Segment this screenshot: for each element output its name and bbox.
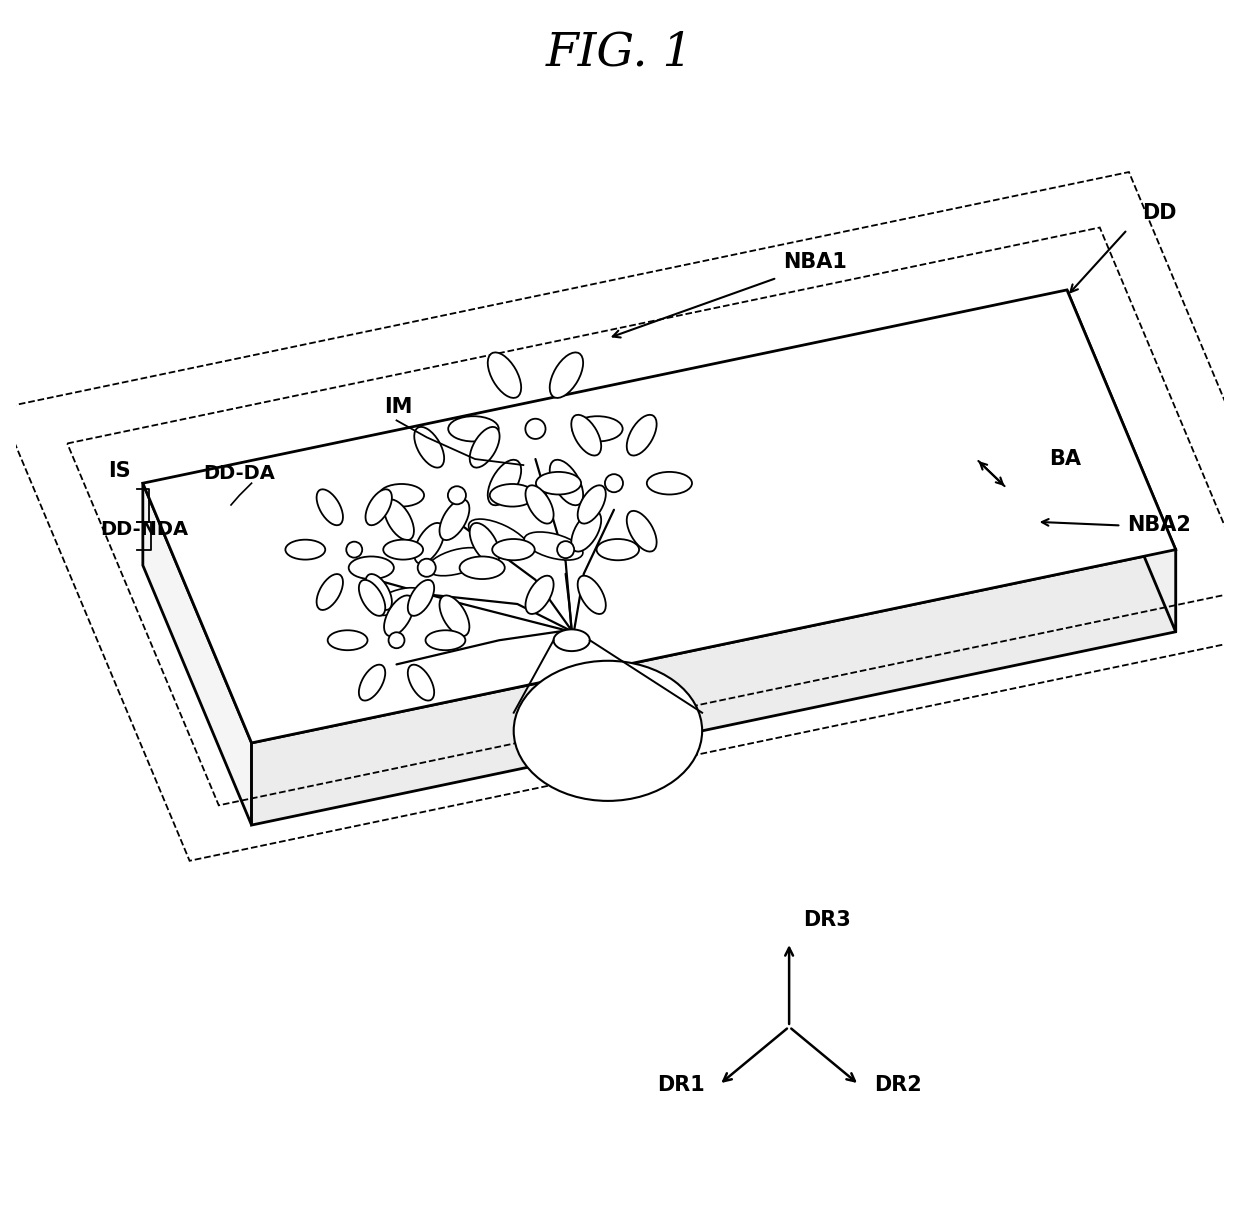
Polygon shape <box>1066 290 1176 632</box>
Circle shape <box>418 559 435 576</box>
Ellipse shape <box>384 596 414 637</box>
Circle shape <box>388 632 404 649</box>
Text: DD-NDA: DD-NDA <box>100 519 188 539</box>
Ellipse shape <box>428 547 486 576</box>
Ellipse shape <box>525 532 583 561</box>
Ellipse shape <box>572 511 601 552</box>
Ellipse shape <box>526 576 553 614</box>
Ellipse shape <box>626 511 657 552</box>
Text: DR3: DR3 <box>804 910 852 930</box>
Ellipse shape <box>492 539 534 561</box>
Circle shape <box>448 487 466 504</box>
Ellipse shape <box>383 540 423 559</box>
Ellipse shape <box>316 489 343 525</box>
Ellipse shape <box>414 426 444 467</box>
Ellipse shape <box>647 472 692 494</box>
Text: IS: IS <box>108 461 130 481</box>
Ellipse shape <box>358 580 386 616</box>
Ellipse shape <box>408 580 434 616</box>
Ellipse shape <box>470 523 500 564</box>
Ellipse shape <box>549 353 583 397</box>
Text: DD: DD <box>1142 203 1177 223</box>
Text: DR1: DR1 <box>657 1075 704 1094</box>
Ellipse shape <box>549 460 583 505</box>
Text: FIG. 1: FIG. 1 <box>546 30 694 75</box>
Ellipse shape <box>384 499 414 540</box>
Text: BA: BA <box>1049 449 1081 469</box>
Ellipse shape <box>596 539 639 561</box>
Ellipse shape <box>513 661 702 801</box>
Ellipse shape <box>487 353 521 397</box>
Ellipse shape <box>285 540 325 559</box>
Ellipse shape <box>490 484 534 506</box>
Circle shape <box>605 475 622 492</box>
Text: DR2: DR2 <box>874 1075 921 1094</box>
Ellipse shape <box>366 574 392 610</box>
Circle shape <box>557 541 574 558</box>
Ellipse shape <box>572 417 622 441</box>
Ellipse shape <box>470 426 500 467</box>
Ellipse shape <box>348 557 394 579</box>
Ellipse shape <box>408 664 434 701</box>
Polygon shape <box>143 290 1176 743</box>
Polygon shape <box>252 550 1176 825</box>
Ellipse shape <box>327 631 367 650</box>
Polygon shape <box>143 483 252 825</box>
Ellipse shape <box>469 519 529 556</box>
Ellipse shape <box>366 489 392 525</box>
Ellipse shape <box>439 596 470 637</box>
Ellipse shape <box>371 588 423 615</box>
Ellipse shape <box>553 629 590 651</box>
Circle shape <box>346 541 362 558</box>
Ellipse shape <box>626 414 657 455</box>
Ellipse shape <box>414 523 444 564</box>
Ellipse shape <box>379 484 424 506</box>
Ellipse shape <box>536 472 582 494</box>
Ellipse shape <box>578 486 606 523</box>
Ellipse shape <box>439 499 470 540</box>
Ellipse shape <box>316 574 343 610</box>
Ellipse shape <box>487 460 521 505</box>
Ellipse shape <box>448 417 498 441</box>
Circle shape <box>526 419 546 439</box>
Ellipse shape <box>578 576 606 614</box>
Text: IM: IM <box>384 396 413 417</box>
Ellipse shape <box>358 664 386 701</box>
Ellipse shape <box>572 414 601 455</box>
Text: NBA2: NBA2 <box>1127 516 1192 535</box>
Ellipse shape <box>460 557 505 579</box>
Ellipse shape <box>425 631 465 650</box>
Ellipse shape <box>526 486 553 523</box>
Text: NBA1: NBA1 <box>784 251 847 272</box>
Text: DD-DA: DD-DA <box>203 464 275 483</box>
